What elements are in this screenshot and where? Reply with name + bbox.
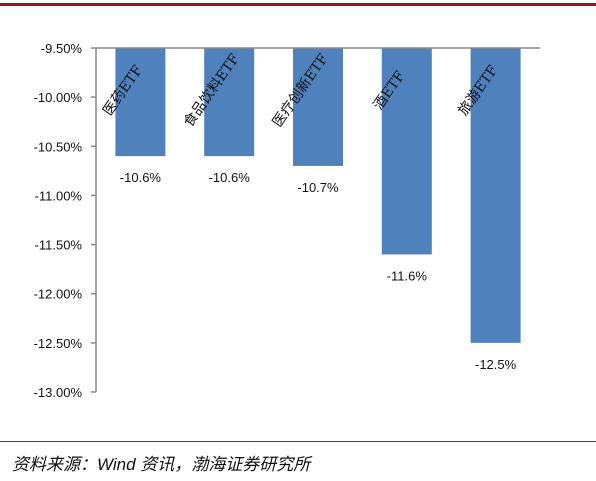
source-note: 资料来源：Wind 资讯，渤海证券研究所 [12,455,311,474]
y-tick-label: -9.50% [41,41,83,56]
y-tick-label: -13.00% [34,385,83,400]
bars: 医药ETF-10.6%食品饮料ETF-10.6%医疗创新ETF-10.7%酒ET… [100,48,521,372]
y-tick-label: -12.50% [34,336,83,351]
data-label: -12.5% [475,357,517,372]
y-tick-label: -11.00% [35,188,83,203]
y-tick-label: -12.00% [34,287,83,302]
bar [293,48,343,166]
y-tick-label: -10.00% [34,90,83,105]
bar [470,48,521,343]
y-tick-label: -10.50% [34,139,83,154]
data-label: -11.6% [387,268,428,283]
bottom-rule [0,441,596,442]
data-label: -10.6% [120,170,162,185]
bar [115,48,166,157]
bar [204,48,255,157]
y-axis: -9.50% -10.00% -10.50% -11.00% -11.50% -12.00… [34,41,97,400]
y-tick-label: -11.50% [35,238,83,253]
bar [381,48,432,255]
bar-chart: -9.50% -10.00% -10.50% -11.00% -11.50% -12.00… [34,41,540,400]
top-rule [0,3,596,6]
data-label: -10.7% [297,180,339,195]
data-label: -10.6% [209,170,251,185]
